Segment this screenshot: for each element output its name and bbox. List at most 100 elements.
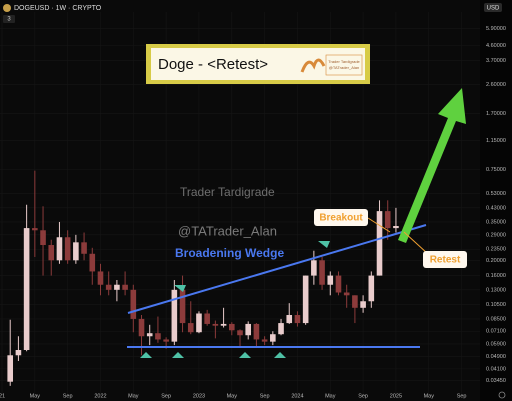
y-tick-label: 0.04100 (486, 366, 506, 372)
x-tick-label: 21 (0, 393, 5, 399)
y-tick-label: 4.60000 (486, 43, 506, 49)
currency: USD (487, 6, 500, 12)
candle-body (130, 289, 137, 319)
candle-body (56, 237, 63, 261)
candles (7, 170, 399, 386)
x-tick-label: 2022 (94, 393, 106, 399)
y-tick-label: 0.29000 (486, 232, 506, 238)
candle-body (270, 334, 276, 342)
candle-body (146, 333, 153, 337)
candle-body (384, 211, 391, 229)
marker (140, 352, 152, 358)
x-tick-label: May (30, 393, 41, 399)
retest-label: Retest (430, 255, 461, 266)
candle-body (311, 260, 317, 276)
candle-body (114, 284, 120, 290)
logo-box (325, 54, 363, 76)
candle-body (343, 292, 350, 296)
candle-body (187, 323, 194, 333)
y-tick-label: 0.20000 (486, 258, 506, 264)
y-tick-label: 0.16000 (486, 273, 506, 279)
candle-body (245, 323, 252, 336)
candle-body (261, 339, 268, 342)
candle-body (294, 315, 301, 324)
candle-body (155, 333, 161, 340)
y-tick-label: 0.03450 (486, 378, 506, 384)
y-tick-label: 0.53000 (486, 191, 506, 197)
marker (318, 241, 330, 248)
y-tick-label: 0.10500 (486, 302, 506, 308)
x-tick-label: May (227, 393, 238, 399)
watermark: Trader Tardigrade (180, 185, 275, 199)
candle-body (368, 275, 375, 302)
x-tick-label: Sep (161, 393, 171, 399)
candle-body (105, 284, 112, 290)
pattern-label: Broadening Wedge (175, 246, 284, 260)
logo-text: @TATrader_Alan (329, 65, 359, 70)
candle-body (278, 323, 284, 335)
candle-body (40, 230, 46, 246)
candle-body (23, 228, 30, 351)
y-tick-label: 0.75000 (486, 167, 506, 173)
candle-body (212, 323, 219, 326)
candle-body (237, 330, 243, 336)
candle-body (48, 245, 55, 261)
candle-body (163, 339, 169, 342)
settings-icon[interactable] (498, 391, 506, 399)
x-tick-label: 2023 (193, 393, 205, 399)
currency-box (484, 3, 502, 12)
x-tick-label: May (128, 393, 139, 399)
title-box (151, 48, 365, 80)
y-tick-label: 3.70000 (486, 58, 506, 64)
candle-body (122, 284, 128, 290)
x-tick-label: 2024 (291, 393, 303, 399)
logo-text: Trader Tardigrade (328, 59, 360, 64)
y-tick-label: 0.35000 (486, 219, 506, 225)
y-tick-label: 0.23500 (486, 247, 506, 253)
candle-body (73, 242, 79, 261)
marker (239, 352, 251, 358)
badge-text: 3 (7, 17, 11, 23)
y-tick-label: 5.90000 (486, 26, 506, 32)
candle-body (360, 301, 366, 308)
candle-body (204, 313, 210, 324)
wedge-upper (127, 224, 427, 314)
candle-body (179, 289, 186, 324)
arrow (398, 88, 466, 243)
connector (367, 217, 391, 233)
candle-body (393, 225, 399, 229)
candle-body (319, 260, 325, 285)
x-tick-label: May (325, 393, 336, 399)
y-tick-label: 0.08500 (486, 316, 506, 322)
y-tick-label: 0.43000 (486, 205, 506, 211)
connector (403, 231, 429, 255)
watermark: @TATrader_Alan (178, 223, 277, 238)
candle-body (302, 275, 309, 324)
candle-body (228, 323, 235, 331)
candle-body (64, 237, 71, 261)
y-tick-label: 1.70000 (486, 111, 506, 117)
candle-body (89, 253, 96, 272)
candle-body (220, 323, 227, 326)
x-tick-label: Sep (63, 393, 73, 399)
x-tick-label: May (424, 393, 435, 399)
marker (172, 352, 184, 358)
markers (140, 241, 330, 358)
badge (3, 15, 15, 23)
candle-body (171, 289, 178, 342)
breakout-label: Breakout (319, 213, 363, 224)
y-tick-label: 0.13000 (486, 287, 506, 293)
y-tick-label: 0.04900 (486, 354, 506, 360)
candle-body (32, 228, 38, 231)
y-tick-label: 2.60000 (486, 82, 506, 88)
candle-body (253, 323, 260, 340)
x-tick-label: Sep (260, 393, 270, 399)
candle-body (138, 318, 145, 337)
candle-body (196, 313, 202, 333)
marker (274, 352, 286, 358)
y-tick-label: 1.15000 (486, 138, 506, 144)
price-axis (480, 0, 512, 401)
candle-body (81, 242, 87, 254)
